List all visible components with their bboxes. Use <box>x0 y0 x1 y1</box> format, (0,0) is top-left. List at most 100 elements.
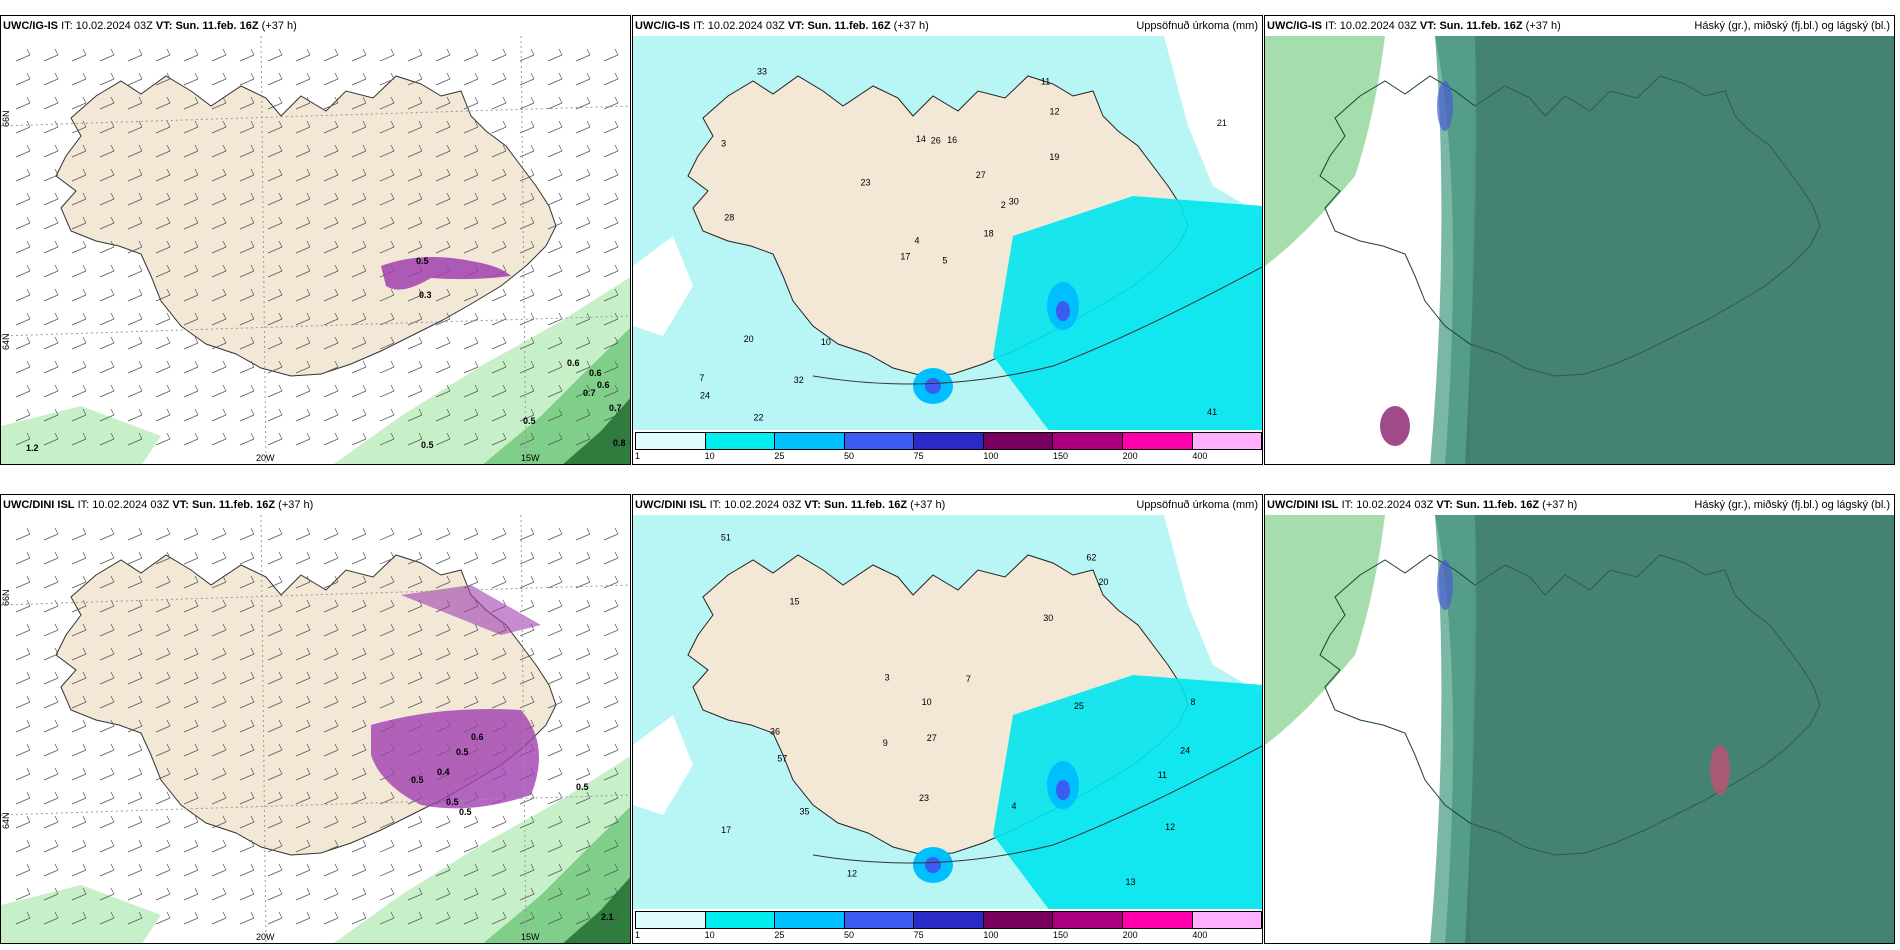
wind-barb <box>267 623 283 637</box>
wind-barb <box>407 144 423 158</box>
wind-barb <box>15 791 31 805</box>
wind-barb <box>71 815 87 829</box>
wind-barb <box>43 408 59 422</box>
wind-barb <box>435 240 451 254</box>
wind-barb <box>99 911 115 925</box>
wind-barb <box>435 863 451 877</box>
wind-barb <box>351 216 367 230</box>
wind-barb <box>519 168 535 182</box>
wind-barb <box>379 815 395 829</box>
wind-barb <box>379 384 395 398</box>
wind-barb <box>211 695 227 709</box>
wind-barb <box>407 527 423 541</box>
wind-barb <box>15 336 31 350</box>
wind-barb <box>183 360 199 374</box>
wind-barb <box>351 695 367 709</box>
wind-barb <box>519 887 535 901</box>
wind-barb <box>43 72 59 86</box>
wind-barb <box>155 288 171 302</box>
wind-barb <box>379 240 395 254</box>
wind-barb <box>491 360 507 374</box>
vt-value: Sun. 11.feb. 16Z <box>191 499 276 511</box>
wind-barb <box>43 360 59 374</box>
wind-barb <box>43 264 59 278</box>
wind-barb <box>407 647 423 661</box>
wind-barb <box>351 240 367 254</box>
precip-value-label: 8 <box>1190 697 1195 707</box>
wind-barb <box>435 192 451 206</box>
wind-barb <box>183 671 199 685</box>
it-label: IT: <box>77 499 90 511</box>
wind-barb <box>183 192 199 206</box>
wind-barb <box>407 312 423 326</box>
wind-barb <box>43 312 59 326</box>
wind-barb <box>407 360 423 374</box>
wind-barb <box>155 887 171 901</box>
cloud-core <box>1710 745 1730 795</box>
mid-cloud-band <box>1430 515 1477 943</box>
model-name: UWC/IG-IS <box>3 20 58 32</box>
wind-barb <box>155 336 171 350</box>
legend-label: 25 <box>774 930 785 940</box>
wind-barb <box>603 623 619 637</box>
wind-barb <box>211 743 227 757</box>
wind-barb <box>183 551 199 565</box>
wind-barb <box>603 839 619 853</box>
wind-barb <box>351 839 367 853</box>
wind-barb <box>407 551 423 565</box>
wind-barb <box>351 72 367 86</box>
cloud-core <box>1380 406 1410 446</box>
panel-row1-accum: UWC/IG-IS IT: 10.02.2024 03Z VT: Sun. 11… <box>632 15 1263 465</box>
wind-barb <box>407 408 423 422</box>
precip-value-label: 27 <box>976 170 986 180</box>
wind-barb <box>463 815 479 829</box>
legend-label: 50 <box>844 451 855 461</box>
wind-barb <box>71 887 87 901</box>
wind-barb <box>239 168 255 182</box>
it-value: 10.02.2024 03Z <box>1339 20 1417 32</box>
wind-barb <box>491 384 507 398</box>
wind-barb <box>183 288 199 302</box>
precip-value-label: 0.5 <box>411 775 424 785</box>
wind-barb <box>575 671 591 685</box>
wind-barb <box>323 72 339 86</box>
wind-barb <box>547 599 563 613</box>
axis-label: 64N <box>1 333 11 350</box>
wind-barb <box>603 96 619 110</box>
wind-barb <box>407 839 423 853</box>
wind-barb <box>379 671 395 685</box>
wind-barb <box>211 551 227 565</box>
wind-barb <box>155 408 171 422</box>
precip-value-label: 25 <box>1074 701 1084 711</box>
precip-value-label: 5 <box>942 255 947 265</box>
wind-barb <box>155 192 171 206</box>
wind-barb <box>183 264 199 278</box>
wind-barb <box>155 551 171 565</box>
it-value: 10.02.2024 03Z <box>724 499 802 511</box>
wind-barb <box>547 192 563 206</box>
wind-barb <box>183 168 199 182</box>
wind-barb <box>463 288 479 302</box>
wind-barb <box>295 336 311 350</box>
wind-barb <box>71 527 87 541</box>
wind-barb <box>463 695 479 709</box>
precip-value-label: 32 <box>794 375 804 385</box>
precip-value-label: 0.7 <box>609 403 622 413</box>
wind-barb <box>575 719 591 733</box>
wind-barb <box>267 336 283 350</box>
wind-barb <box>323 647 339 661</box>
wind-barb <box>435 384 451 398</box>
wind-barb <box>323 264 339 278</box>
longitude-lines <box>260 36 527 464</box>
legend-colorbar <box>635 911 1262 929</box>
wind-barb <box>323 695 339 709</box>
wind-barb <box>267 312 283 326</box>
wind-barb <box>323 767 339 781</box>
wind-barb <box>71 767 87 781</box>
legend-swatch <box>1192 433 1262 449</box>
precip-max-core <box>925 857 941 873</box>
wind-barb <box>323 815 339 829</box>
legend-label: 150 <box>1053 451 1069 461</box>
legend-swatch <box>705 912 776 928</box>
wind-barb <box>435 815 451 829</box>
